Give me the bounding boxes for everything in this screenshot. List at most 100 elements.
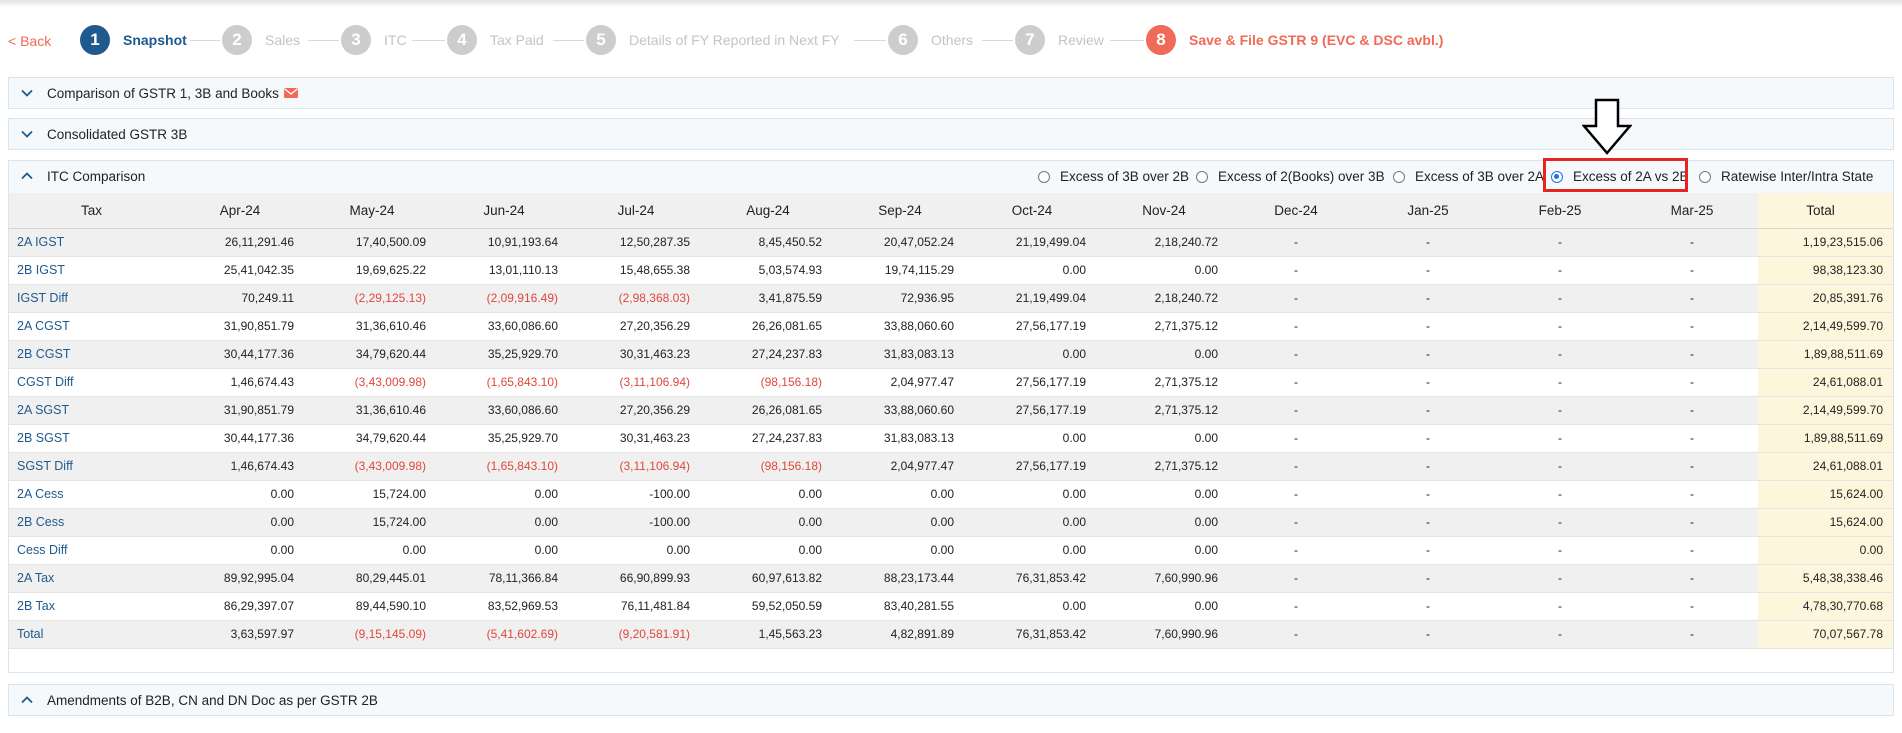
column-header: Jan-25 — [1362, 193, 1494, 229]
value-cell: - — [1230, 452, 1362, 481]
value-cell: (3,11,106.94) — [570, 452, 702, 481]
value-cell: 0.00 — [966, 256, 1098, 285]
value-cell: 31,83,083.13 — [834, 424, 966, 453]
step-label: Review — [1058, 32, 1104, 48]
value-cell: - — [1362, 424, 1494, 453]
step-number: 3 — [341, 25, 371, 55]
step-save-file[interactable]: 8 Save & File GSTR 9 (EVC & DSC avbl.) — [1146, 25, 1443, 55]
row-label[interactable]: 2B Tax — [9, 592, 174, 621]
mail-icon[interactable] — [284, 88, 298, 98]
radio-label: Excess of 2(Books) over 3B — [1218, 169, 1385, 184]
step-tax-paid[interactable]: 4 Tax Paid — [447, 25, 544, 55]
value-cell: 3,63,597.97 — [174, 620, 306, 649]
total-cell: 15,624.00 — [1758, 480, 1893, 509]
value-cell: 70,249.11 — [174, 284, 306, 313]
value-cell: 0.00 — [1098, 508, 1230, 537]
row-label[interactable]: 2A Cess — [9, 480, 174, 509]
row-label[interactable]: 2B IGST — [9, 256, 174, 285]
row-label[interactable]: Cess Diff — [9, 536, 174, 565]
value-cell: 19,74,115.29 — [834, 256, 966, 285]
step-number: 6 — [888, 25, 918, 55]
row-label[interactable]: CGST Diff — [9, 368, 174, 397]
row-label[interactable]: Total — [9, 620, 174, 649]
section-amendments[interactable]: Amendments of B2B, CN and DN Doc as per … — [8, 684, 1894, 716]
step-connector — [982, 40, 1013, 41]
value-cell: (3,43,009.98) — [306, 368, 438, 397]
value-cell: 33,88,060.60 — [834, 312, 966, 341]
back-link[interactable]: < Back — [8, 33, 52, 49]
radio-excess-2a-vs-2b[interactable]: Excess of 2A vs 2B — [1551, 169, 1689, 184]
value-cell: 1,45,563.23 — [702, 620, 834, 649]
value-cell: - — [1626, 284, 1758, 313]
value-cell: - — [1494, 368, 1626, 397]
value-cell: (98,156.18) — [702, 368, 834, 397]
column-header: Aug-24 — [702, 193, 834, 229]
value-cell: 27,24,237.83 — [702, 340, 834, 369]
row-label[interactable]: SGST Diff — [9, 452, 174, 481]
value-cell: -100.00 — [570, 508, 702, 537]
step-snapshot[interactable]: 1 Snapshot — [80, 25, 187, 55]
total-cell: 20,85,391.76 — [1758, 284, 1893, 313]
section-comparison[interactable]: Comparison of GSTR 1, 3B and Books — [8, 77, 1894, 109]
chevron-down-icon — [21, 89, 33, 97]
table-row: 2B Tax 86,29,397.07 89,44,590.10 83,52,969.… — [9, 592, 1893, 621]
radio-excess-3b-over-2b[interactable]: Excess of 3B over 2B — [1038, 169, 1189, 184]
step-details-fy[interactable]: 5 Details of FY Reported in Next FY — [586, 25, 840, 55]
step-label: Save & File GSTR 9 (EVC & DSC avbl.) — [1189, 32, 1444, 48]
value-cell: 33,88,060.60 — [834, 396, 966, 425]
step-others[interactable]: 6 Others — [888, 25, 973, 55]
value-cell: - — [1230, 368, 1362, 397]
step-review[interactable]: 7 Review — [1015, 25, 1104, 55]
value-cell: - — [1362, 228, 1494, 257]
value-cell: 26,26,081.65 — [702, 396, 834, 425]
value-cell: - — [1626, 340, 1758, 369]
value-cell: 3,41,875.59 — [702, 284, 834, 313]
column-header: Jun-24 — [438, 193, 570, 229]
row-label[interactable]: IGST Diff — [9, 284, 174, 313]
value-cell: 7,60,990.96 — [1098, 564, 1230, 593]
radio-label: Excess of 2A vs 2B — [1573, 169, 1689, 184]
total-cell: 2,14,49,599.70 — [1758, 312, 1893, 341]
row-label[interactable]: 2B Cess — [9, 508, 174, 537]
step-label: Sales — [265, 32, 301, 48]
total-cell: 15,624.00 — [1758, 508, 1893, 537]
value-cell: - — [1230, 424, 1362, 453]
table-row: CGST Diff 1,46,674.43 (3,43,009.98) (1,65,8… — [9, 368, 1893, 397]
total-cell: 4,78,30,770.68 — [1758, 592, 1893, 621]
step-connector — [308, 40, 339, 41]
wizard-stepper: < Back 1 Snapshot 2 Sales 3 ITC 4 Tax Pa… — [0, 22, 1902, 58]
step-sales[interactable]: 2 Sales — [222, 25, 300, 55]
value-cell: 0.00 — [1098, 424, 1230, 453]
radio-excess-3b-over-2a[interactable]: Excess of 3B over 2A — [1393, 169, 1544, 184]
row-label[interactable]: 2A SGST — [9, 396, 174, 425]
step-itc[interactable]: 3 ITC — [341, 25, 407, 55]
row-label[interactable]: 2A IGST — [9, 228, 174, 257]
table-row: 2B IGST 25,41,042.35 19,69,625.22 13,01,110… — [9, 256, 1893, 285]
value-cell: 27,20,356.29 — [570, 312, 702, 341]
value-cell: - — [1362, 592, 1494, 621]
row-label[interactable]: 2B CGST — [9, 340, 174, 369]
total-cell: 1,19,23,515.06 — [1758, 228, 1893, 257]
radio-ratewise-inter-intra[interactable]: Ratewise Inter/Intra State — [1699, 169, 1873, 184]
table-row: 2B SGST 30,44,177.36 34,79,620.44 35,25,929… — [9, 424, 1893, 453]
value-cell: 0.00 — [1098, 592, 1230, 621]
value-cell: 76,31,853.42 — [966, 620, 1098, 649]
value-cell: 86,29,397.07 — [174, 592, 306, 621]
radio-excess-books-over-3b[interactable]: Excess of 2(Books) over 3B — [1196, 169, 1385, 184]
row-label[interactable]: 2B SGST — [9, 424, 174, 453]
row-label[interactable]: 2A Tax — [9, 564, 174, 593]
itc-header[interactable]: ITC Comparison Excess of 3B over 2B Exce… — [9, 161, 1893, 193]
column-header-total: Total — [1758, 193, 1893, 229]
row-label[interactable]: 2A CGST — [9, 312, 174, 341]
value-cell: - — [1626, 564, 1758, 593]
highlight-box — [1543, 158, 1688, 192]
value-cell: 1,46,674.43 — [174, 368, 306, 397]
value-cell: 27,56,177.19 — [966, 312, 1098, 341]
section-title: Amendments of B2B, CN and DN Doc as per … — [47, 693, 378, 708]
value-cell: 1,46,674.43 — [174, 452, 306, 481]
value-cell: 80,29,445.01 — [306, 564, 438, 593]
total-cell: 24,61,088.01 — [1758, 368, 1893, 397]
value-cell: 12,50,287.35 — [570, 228, 702, 257]
section-consolidated-3b[interactable]: Consolidated GSTR 3B — [8, 118, 1894, 150]
value-cell: 34,79,620.44 — [306, 424, 438, 453]
